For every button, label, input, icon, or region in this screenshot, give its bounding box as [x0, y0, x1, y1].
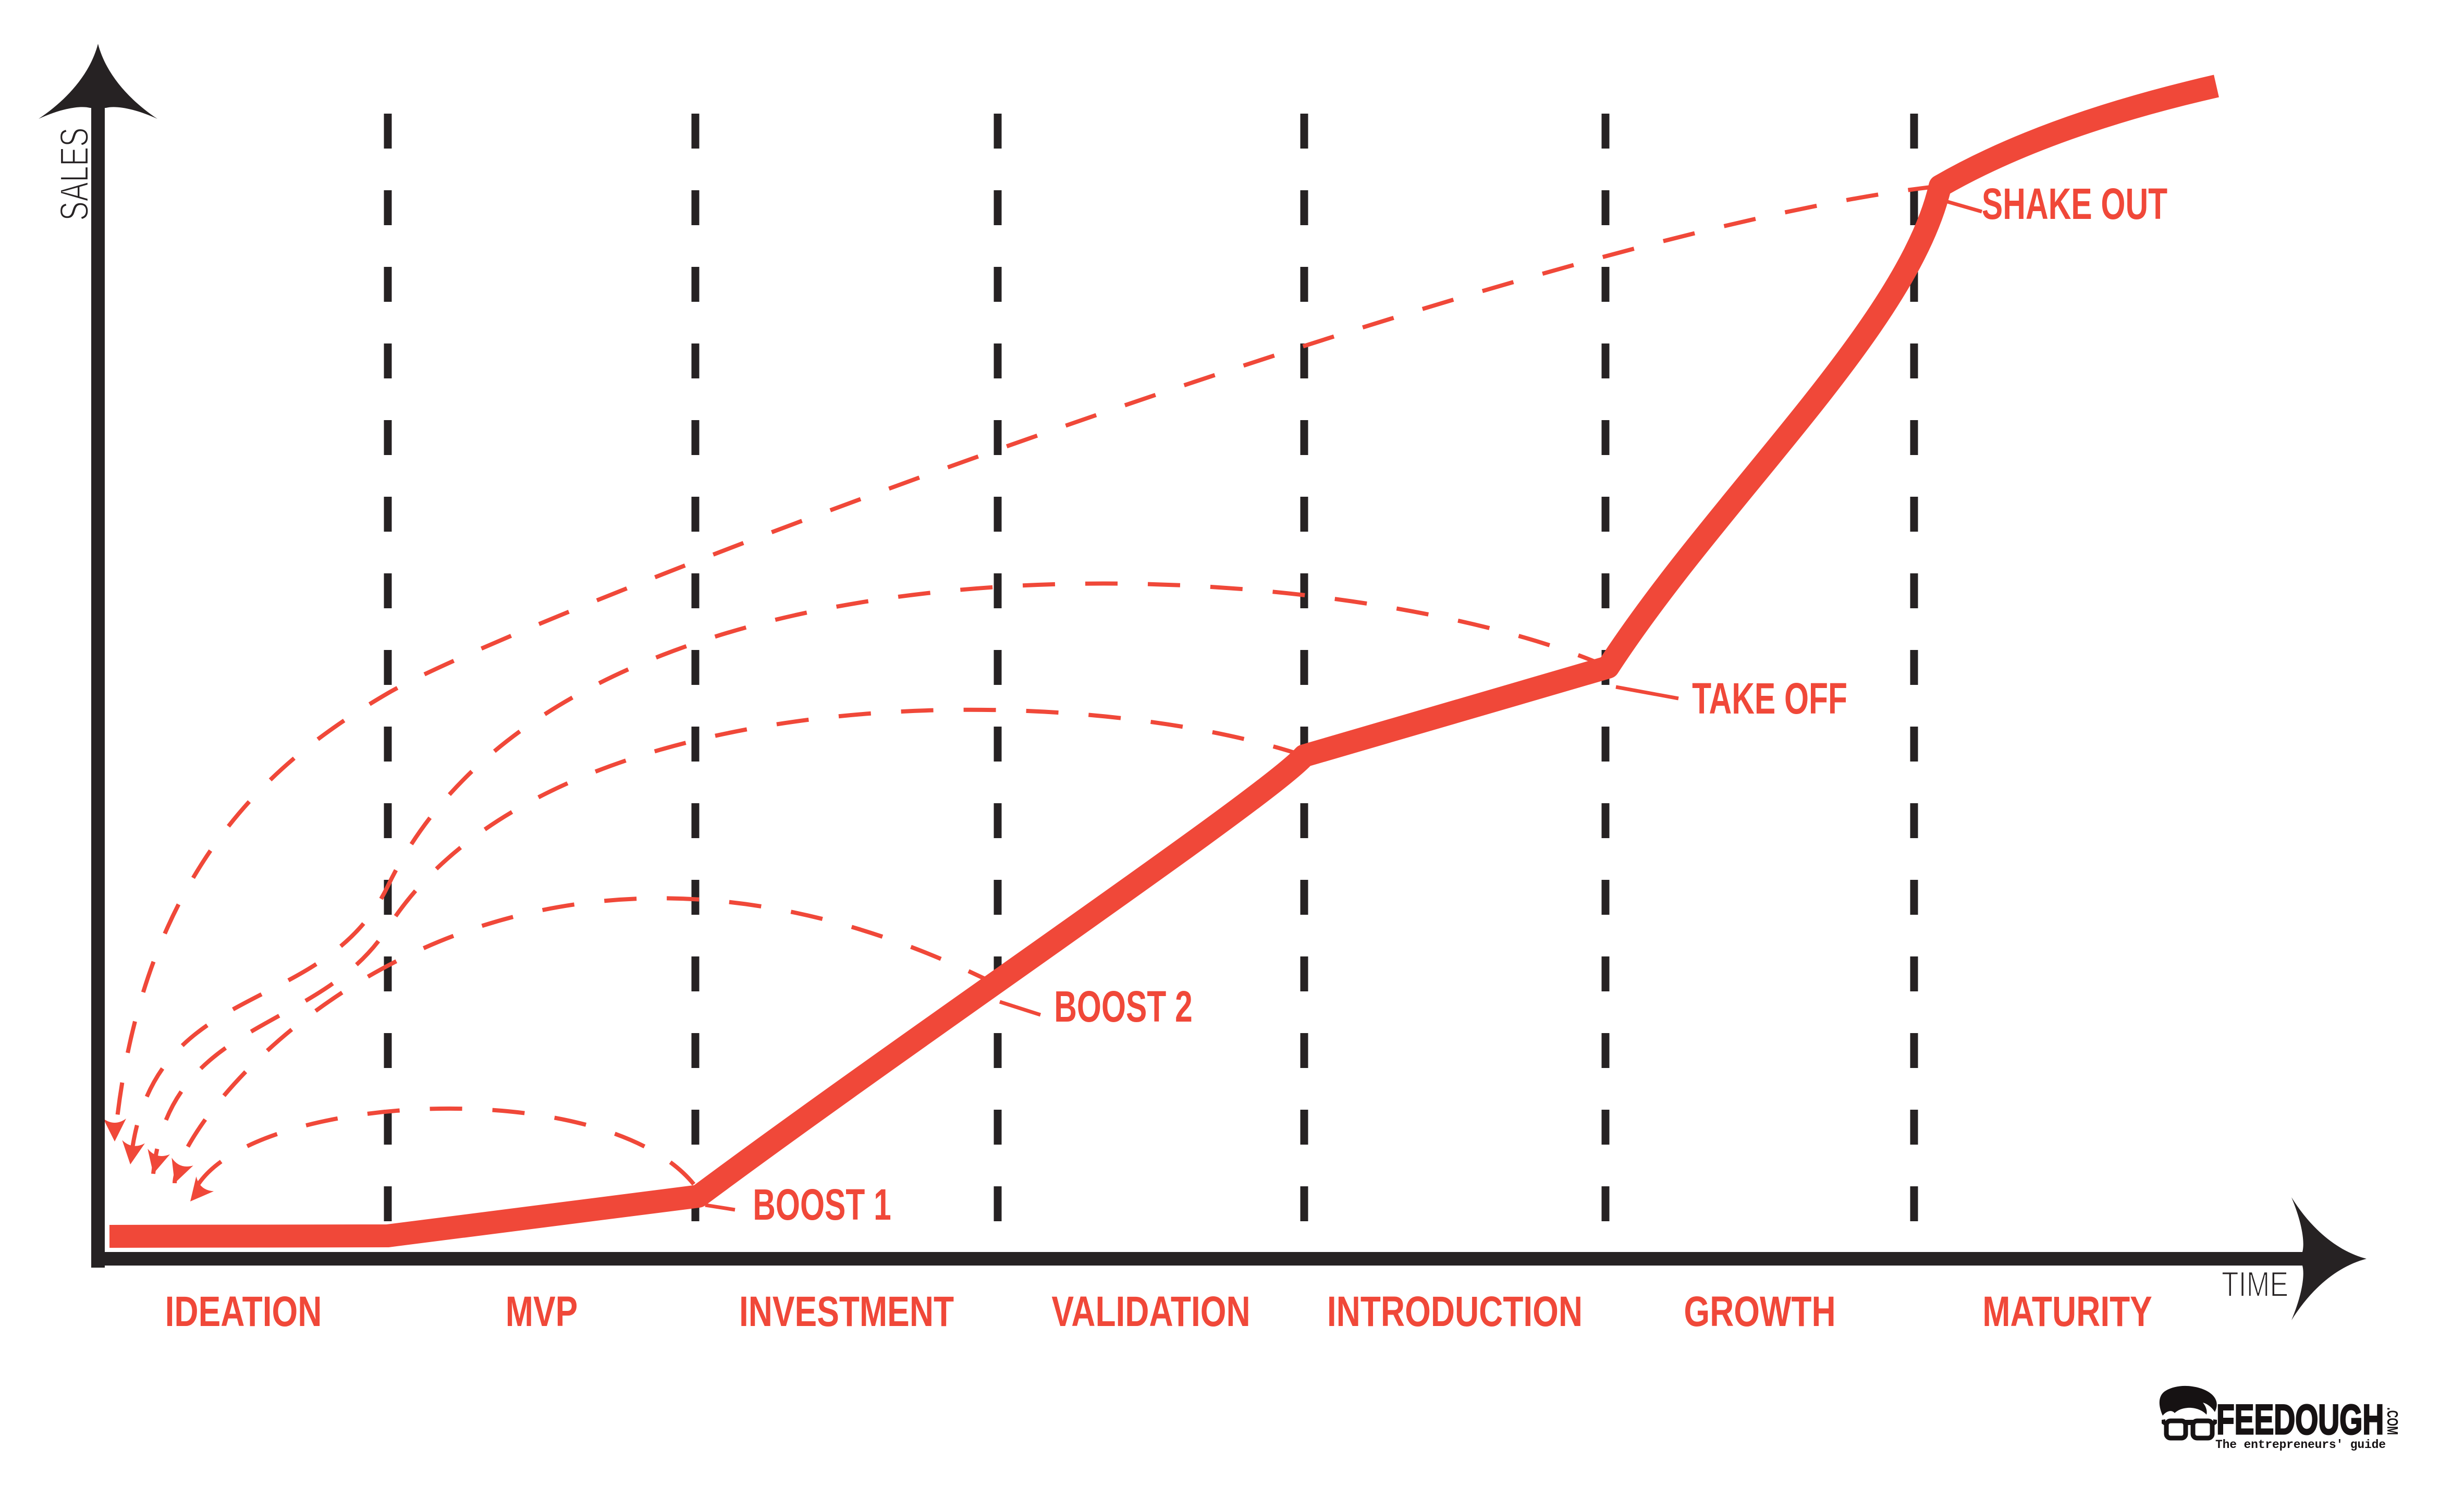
svg-text:MATURITY: MATURITY: [1982, 1287, 2152, 1335]
svg-text:SHAKE OUT: SHAKE OUT: [1982, 179, 2167, 228]
svg-text:VALIDATION: VALIDATION: [1051, 1287, 1250, 1335]
svg-text:.COM: .COM: [2384, 1407, 2400, 1435]
svg-text:TIME: TIME: [2222, 1265, 2288, 1304]
svg-text:FEEDOUGH: FEEDOUGH: [2216, 1396, 2384, 1443]
svg-text:BOOST 2: BOOST 2: [1054, 982, 1192, 1031]
svg-text:MVP: MVP: [506, 1287, 578, 1335]
svg-text:IDEATION: IDEATION: [165, 1287, 322, 1335]
svg-text:INVESTMENT: INVESTMENT: [739, 1287, 954, 1335]
svg-text:INTRODUCTION: INTRODUCTION: [1327, 1287, 1583, 1335]
svg-text:GROWTH: GROWTH: [1684, 1287, 1835, 1335]
svg-text:TAKE OFF: TAKE OFF: [1692, 674, 1847, 723]
svg-text:SALES: SALES: [52, 128, 97, 221]
svg-text:The entrepreneurs' guide: The entrepreneurs' guide: [2215, 1438, 2386, 1452]
svg-text:BOOST 1: BOOST 1: [753, 1180, 891, 1229]
